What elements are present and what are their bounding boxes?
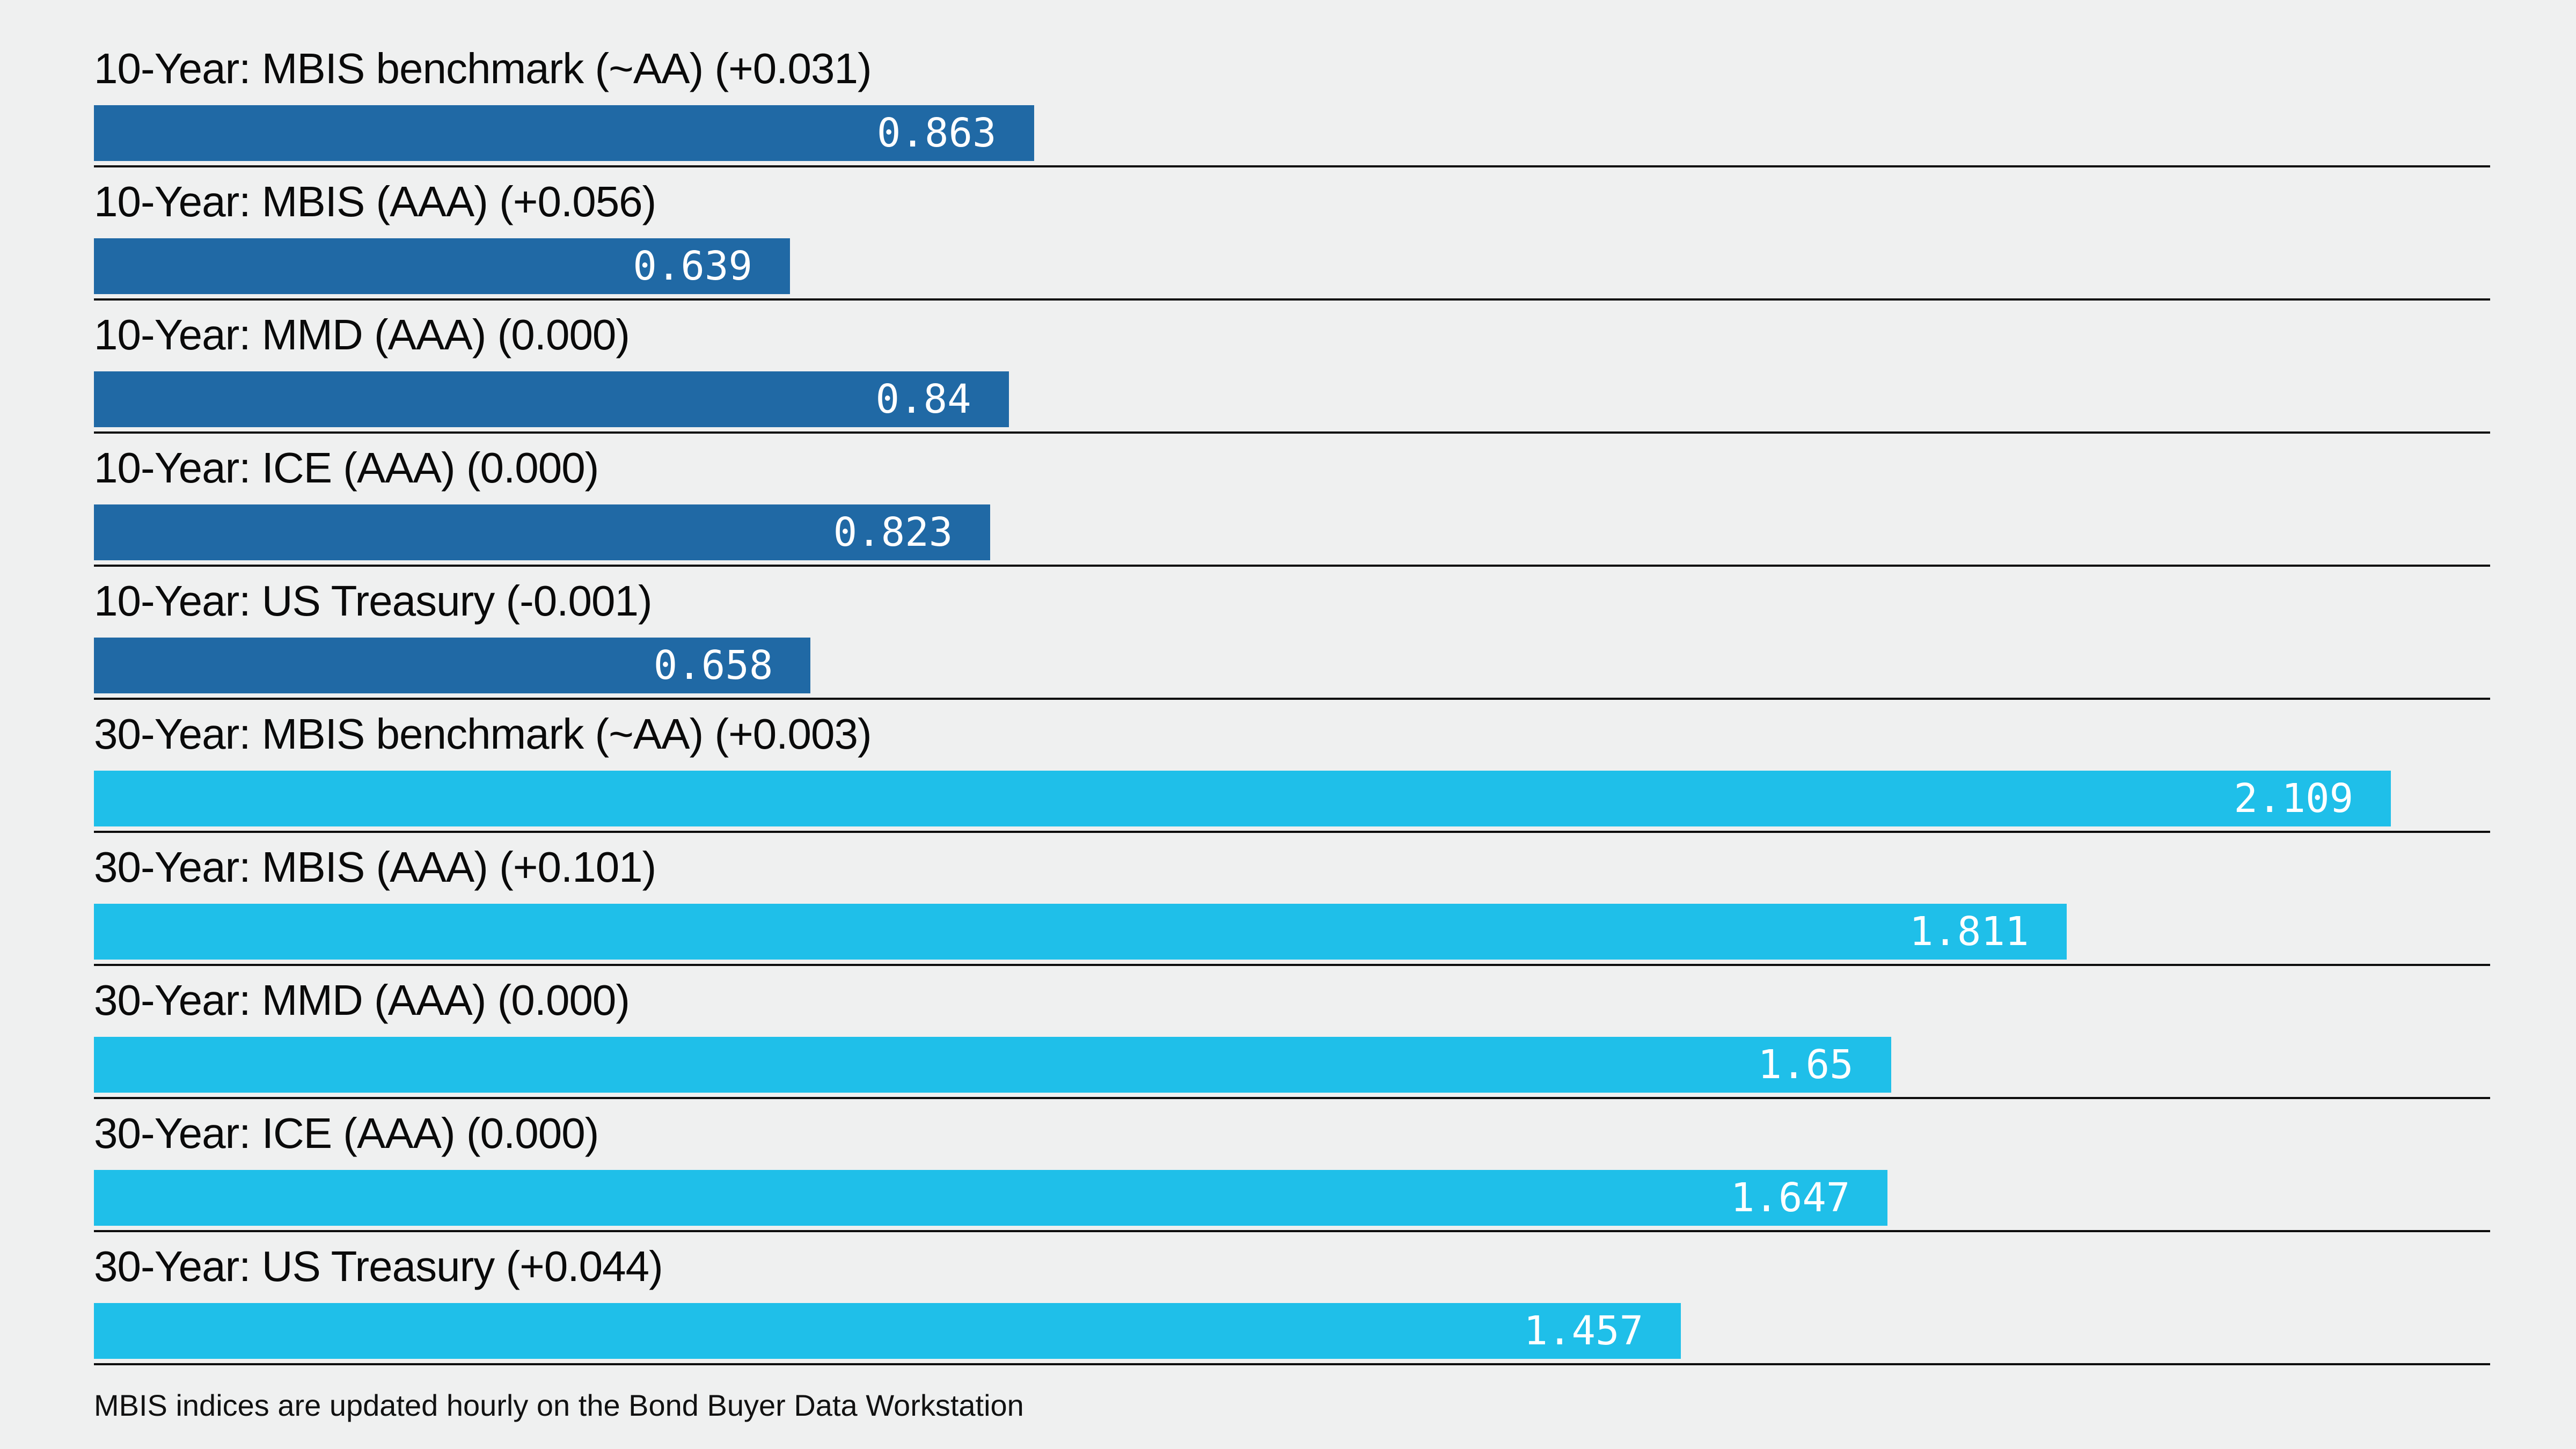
bar-label: 30-Year: US Treasury (+0.044) [94,1242,663,1290]
bar-row: 10-Year: MBIS benchmark (~AA) (+0.031) 0… [94,45,2490,167]
bar-label: 10-Year: US Treasury (-0.001) [94,577,653,625]
bar-row: 30-Year: MMD (AAA) (0.000) 1.65 [94,966,2490,1099]
bar: 0.658 [94,638,811,693]
bar-label: 30-Year: MBIS (AAA) (+0.101) [94,843,656,891]
bar-row: 30-Year: US Treasury (+0.044) 1.457 [94,1232,2490,1365]
bar-value-label: 2.109 [2234,775,2354,822]
bar-label: 10-Year: MBIS benchmark (~AA) (+0.031) [94,45,872,92]
bar-row: 30-Year: ICE (AAA) (0.000) 1.647 [94,1099,2490,1232]
bar-value-label: 1.65 [1758,1042,1854,1088]
bar-value-label: 0.639 [633,243,753,289]
bar-row: 10-Year: ICE (AAA) (0.000) 0.823 [94,434,2490,567]
bar: 0.823 [94,504,991,560]
bar-label: 10-Year: MMD (AAA) (0.000) [94,311,630,358]
bar-track: 0.823 [94,504,2490,560]
bar-row: 10-Year: US Treasury (-0.001) 0.658 [94,567,2490,700]
bar-label: 30-Year: MBIS benchmark (~AA) (+0.003) [94,710,872,758]
bar-track: 2.109 [94,771,2490,826]
bar: 0.84 [94,371,1009,427]
bar-value-label: 1.457 [1524,1308,1644,1354]
bar: 0.639 [94,238,791,294]
bar-track: 1.457 [94,1303,2490,1359]
bar-label: 30-Year: ICE (AAA) (0.000) [94,1109,599,1157]
bar-track: 1.811 [94,904,2490,960]
bar: 1.457 [94,1303,1681,1359]
bar-track: 1.647 [94,1170,2490,1226]
bar-track: 0.658 [94,638,2490,693]
bar: 1.647 [94,1170,1888,1226]
bar-row: 30-Year: MBIS (AAA) (+0.101) 1.811 [94,833,2490,966]
bar-label: 10-Year: MBIS (AAA) (+0.056) [94,178,656,225]
bar-value-label: 0.84 [875,376,971,422]
bar-label: 30-Year: MMD (AAA) (0.000) [94,976,630,1024]
bar: 2.109 [94,771,2391,826]
bar: 1.65 [94,1037,1891,1093]
bar-track: 0.84 [94,371,2490,427]
bar-label: 10-Year: ICE (AAA) (0.000) [94,444,599,492]
bar: 0.863 [94,105,1034,161]
bar-row: 10-Year: MMD (AAA) (0.000) 0.84 [94,301,2490,434]
bar-value-label: 1.811 [1909,909,2029,955]
bar-track: 1.65 [94,1037,2490,1093]
bar: 1.811 [94,904,2067,960]
bar-track: 0.639 [94,238,2490,294]
bar-row: 10-Year: MBIS (AAA) (+0.056) 0.639 [94,167,2490,301]
chart-footnote: MBIS indices are updated hourly on the B… [94,1388,1024,1422]
bar-track: 0.863 [94,105,2490,161]
bar-value-label: 0.658 [653,642,773,689]
bar-value-label: 1.647 [1730,1175,1850,1221]
bar-value-label: 0.863 [876,110,997,156]
bar-row: 30-Year: MBIS benchmark (~AA) (+0.003) 2… [94,700,2490,833]
bar-value-label: 0.823 [833,509,953,555]
